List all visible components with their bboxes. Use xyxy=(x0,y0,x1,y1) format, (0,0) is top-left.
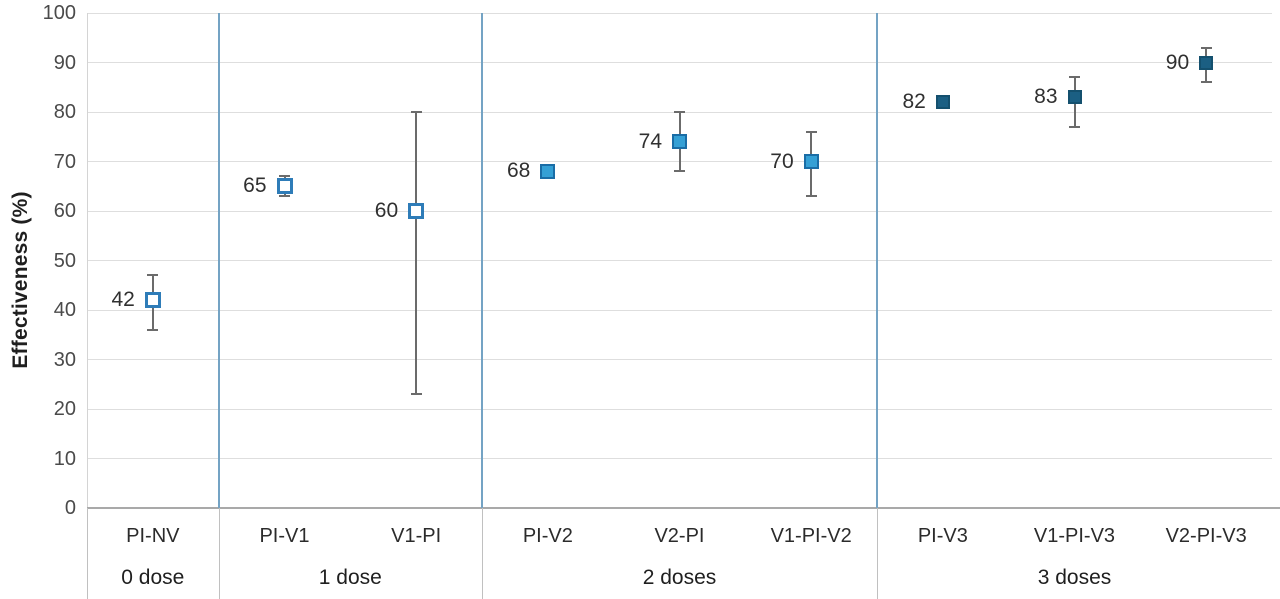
marker-V1-PI-V2 xyxy=(803,154,819,169)
x-category-V2-PI-V3: V2-PI-V3 xyxy=(1165,525,1247,547)
error-bar-cap-bottom xyxy=(1069,125,1080,128)
x-group-2-doses: 2 doses xyxy=(642,566,717,589)
y-tick-label: 90 xyxy=(53,51,76,74)
y-tick-label: 70 xyxy=(53,150,76,173)
group-separator xyxy=(217,13,220,508)
error-bar-cap-top xyxy=(279,175,290,178)
error-bar-cap-bottom xyxy=(147,328,159,331)
x-category-PI-NV: PI-NV xyxy=(126,525,180,547)
x-axis-line xyxy=(87,507,1280,509)
error-bar-cap-top xyxy=(805,130,817,133)
error-bar-cap-top xyxy=(674,111,685,113)
marker-V2-PI-V3 xyxy=(1199,55,1214,70)
value-label-V2-PI-V3: 90 xyxy=(1165,50,1190,74)
x-category-V2-PI: V2-PI xyxy=(654,525,705,547)
y-tick-label: 40 xyxy=(53,299,76,321)
value-label-PI-V3: 82 xyxy=(902,90,926,114)
error-bar-cap-bottom xyxy=(1200,81,1212,84)
y-tick-label: 10 xyxy=(53,447,76,470)
gridline xyxy=(87,12,1272,14)
marker-PI-V3 xyxy=(935,95,950,110)
value-label-PI-V1: 65 xyxy=(243,174,267,198)
error-bar-cap-top xyxy=(410,111,422,113)
error-bar-cap-top xyxy=(1200,46,1212,49)
y-tick-label: 60 xyxy=(53,200,76,222)
group-separator-labels xyxy=(218,508,220,599)
y-tick-label: 30 xyxy=(53,348,76,371)
error-bar-cap-bottom xyxy=(674,170,685,173)
error-bar-cap-bottom xyxy=(805,195,817,198)
y-tick-label: 80 xyxy=(53,101,76,123)
gridline xyxy=(87,210,1272,212)
error-bar-cap-top xyxy=(147,274,159,277)
error-bar xyxy=(415,112,418,395)
marker-PI-V1 xyxy=(276,178,293,195)
x-group-0-dose: 0 dose xyxy=(121,566,185,589)
marker-PI-NV xyxy=(144,292,161,309)
value-label-V1-PI: 60 xyxy=(374,199,399,222)
marker-PI-V2 xyxy=(540,163,556,179)
x-category-PI-V3: PI-V3 xyxy=(917,525,968,547)
y-axis-line xyxy=(87,13,88,508)
x-category-V1-PI: V1-PI xyxy=(391,525,442,547)
gridline xyxy=(87,260,1272,261)
error-bar-cap-bottom xyxy=(410,393,422,396)
value-label-V2-PI: 74 xyxy=(638,129,662,153)
gridline xyxy=(87,309,1272,311)
group-separator-labels xyxy=(877,508,878,599)
value-label-PI-V2: 68 xyxy=(506,159,531,183)
gridline xyxy=(87,359,1272,360)
value-label-V1-PI-V2: 70 xyxy=(770,149,794,173)
error-bar-cap-bottom xyxy=(279,195,290,198)
error-bar-cap-top xyxy=(1069,76,1080,79)
x-category-V1-PI-V2: V1-PI-V2 xyxy=(770,525,852,547)
marker-V2-PI xyxy=(672,134,687,150)
x-group-3-doses: 3 doses xyxy=(1037,566,1112,589)
y-tick-label: 50 xyxy=(53,249,76,272)
gridline xyxy=(87,62,1272,63)
y-tick-label: 100 xyxy=(42,2,76,24)
marker-V1-PI xyxy=(408,203,425,219)
x-category-V1-PI-V3: V1-PI-V3 xyxy=(1033,525,1116,547)
value-label-PI-NV: 42 xyxy=(111,288,135,312)
x-category-PI-V1: PI-V1 xyxy=(259,525,310,547)
group-separator xyxy=(481,13,483,508)
x-category-PI-V2: PI-V2 xyxy=(522,525,573,547)
y-tick-label: 20 xyxy=(53,398,76,420)
gridline xyxy=(87,458,1272,459)
y-tick-label: 0 xyxy=(64,497,76,519)
label-area-left-line xyxy=(87,508,88,599)
marker-V1-PI-V3 xyxy=(1067,90,1082,105)
group-separator xyxy=(876,13,878,508)
gridline xyxy=(87,408,1272,410)
x-group-1-dose: 1 dose xyxy=(318,566,382,589)
value-label-V1-PI-V3: 83 xyxy=(1034,85,1058,109)
group-separator-labels xyxy=(482,508,483,599)
